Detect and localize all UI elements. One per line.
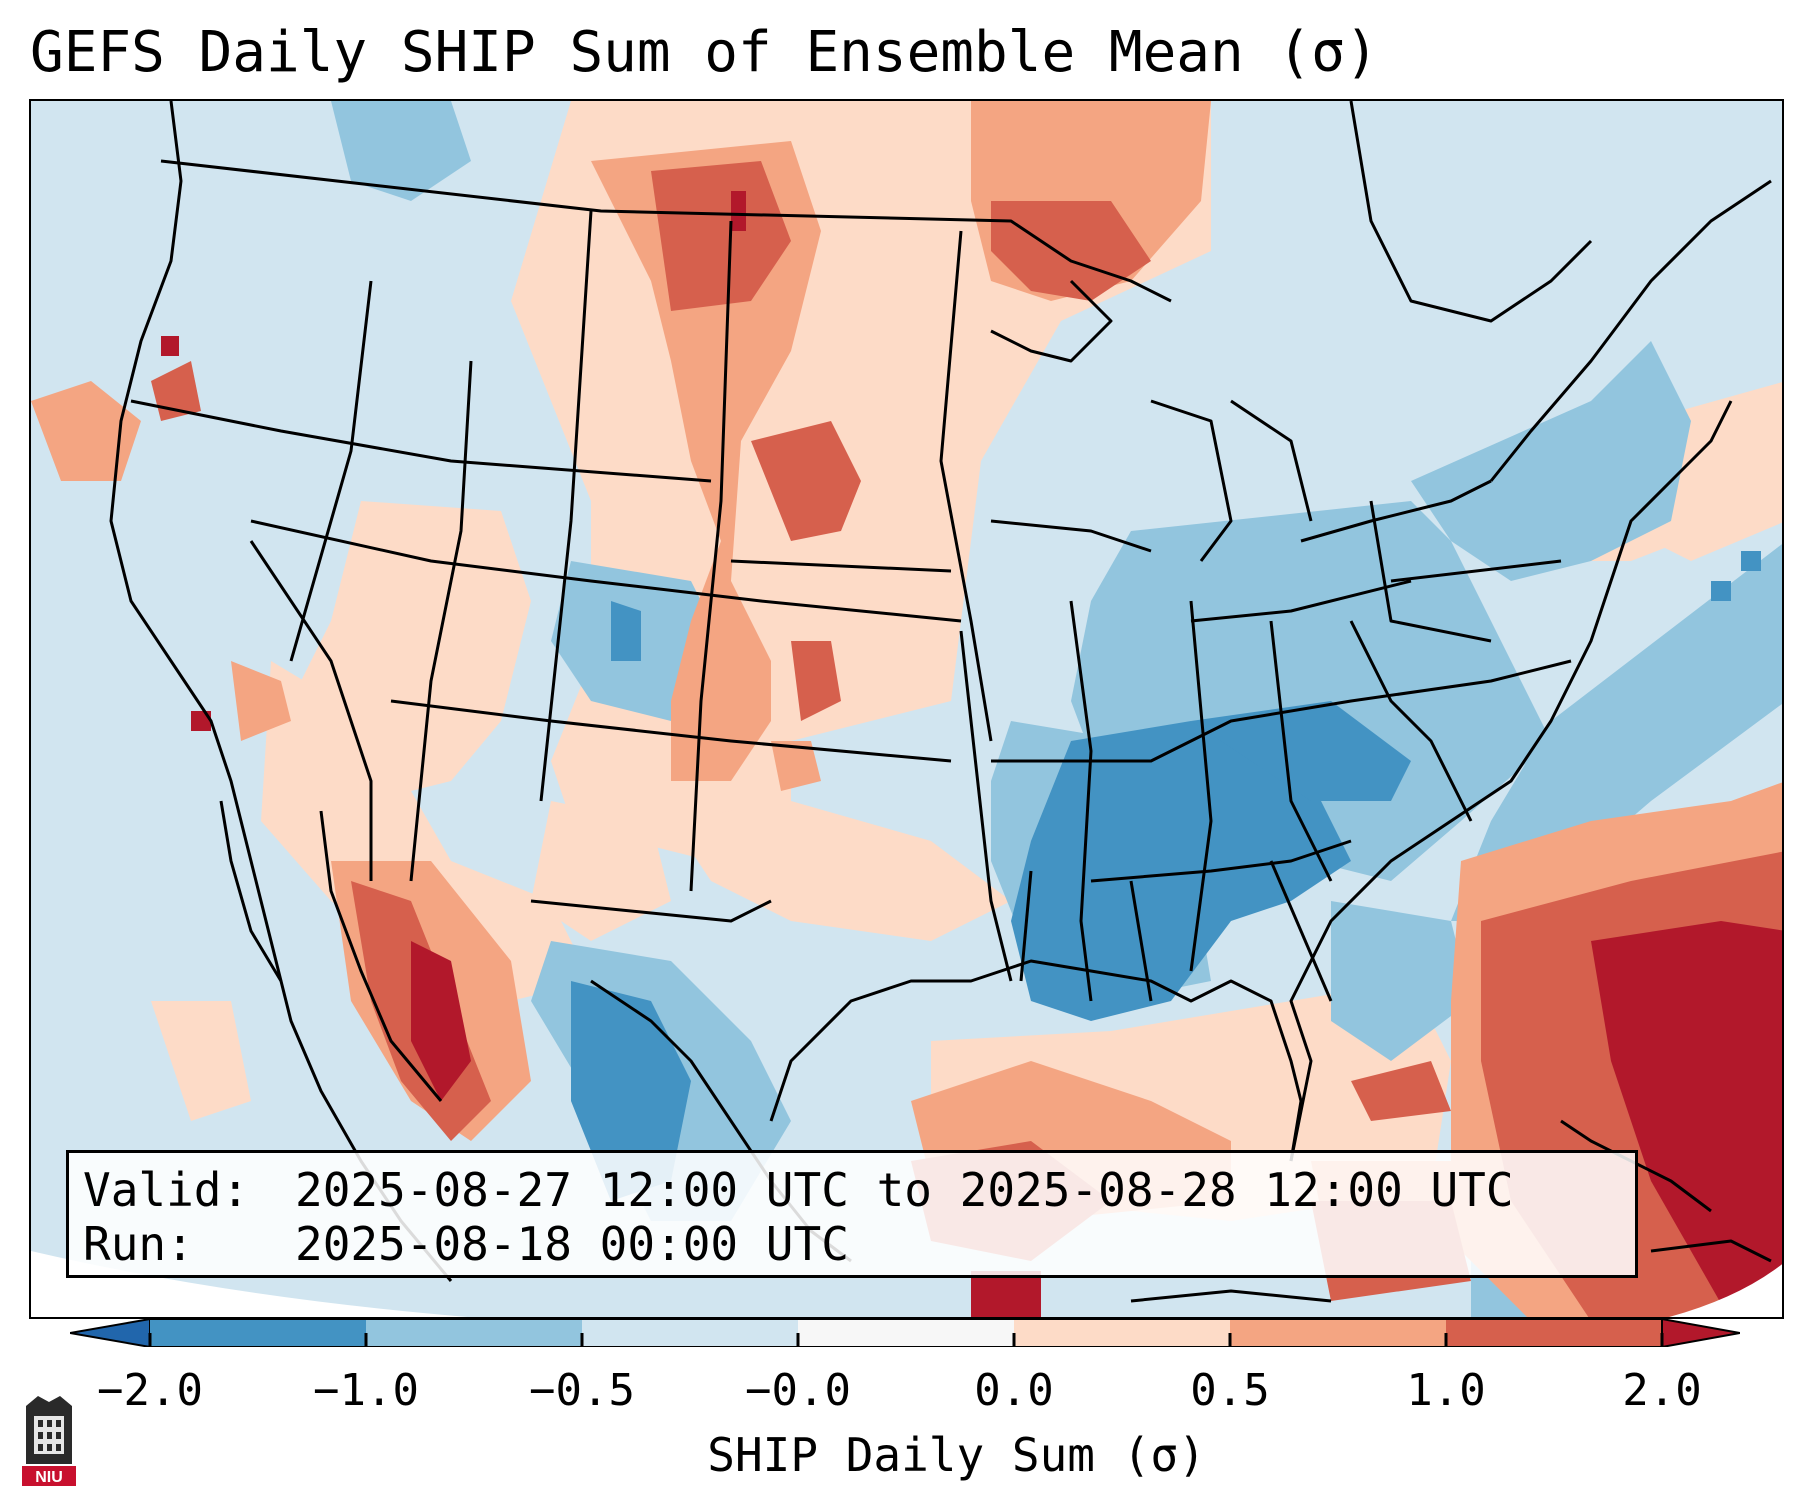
tick-label: 1.0 xyxy=(1406,1365,1486,1416)
colorbar-bin-5 xyxy=(1014,1319,1230,1347)
colorbar-bin-1 xyxy=(150,1319,366,1347)
niu-logo: NIU xyxy=(22,1396,76,1486)
tick-label: −0.0 xyxy=(745,1365,851,1416)
tick-label: −1.0 xyxy=(313,1365,419,1416)
colorbar-bin-3 xyxy=(582,1319,798,1347)
colorbar-bin-4 xyxy=(798,1319,1014,1347)
colorbar-label: SHIP Daily Sum (σ) xyxy=(707,1428,1206,1482)
tick-label: 0.5 xyxy=(1190,1365,1270,1416)
colorbar-bin-2 xyxy=(366,1319,582,1347)
valid-value: 2025-08-27 12:00 UTC to 2025-08-28 12:00… xyxy=(295,1163,1514,1217)
map-panel[interactable] xyxy=(29,99,1784,1319)
run-label: Run: xyxy=(83,1217,194,1271)
tick-label: 0.0 xyxy=(974,1365,1054,1416)
anomaly-field xyxy=(31,101,1782,1317)
tick-label: −0.5 xyxy=(529,1365,635,1416)
colorbar-bin-6 xyxy=(1230,1319,1446,1347)
tick-label: −2.0 xyxy=(97,1365,203,1416)
colorbar-bin-7 xyxy=(1446,1319,1662,1347)
run-value: 2025-08-18 00:00 UTC xyxy=(295,1217,849,1271)
valid-run-box: Valid: 2025-08-27 12:00 UTC to 2025-08-28… xyxy=(66,1150,1638,1278)
logo-text: NIU xyxy=(35,1469,63,1486)
tick-label: 2.0 xyxy=(1622,1365,1702,1416)
colorbar-extend-high xyxy=(1661,1319,1740,1347)
valid-label: Valid: xyxy=(83,1163,250,1217)
colorbar-extend-low xyxy=(70,1319,151,1347)
map-title: GEFS Daily SHIP Sum of Ensemble Mean (σ) xyxy=(30,20,1379,85)
colorbar xyxy=(70,1319,1740,1347)
colorbar-ticks: −2.0 −1.0 −0.5 −0.0 0.0 0.5 1.0 2.0 xyxy=(0,1365,1803,1425)
